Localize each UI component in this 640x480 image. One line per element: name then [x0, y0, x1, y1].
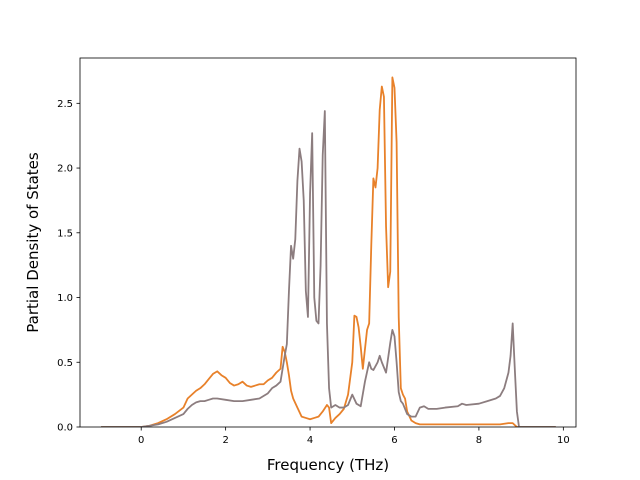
- y-tick-label: 0.5: [57, 358, 73, 369]
- axes-layer: 0 2 4 6 8 10 0.0 0.5 1.0 1.5 2.0 2.5: [57, 57, 577, 446]
- x-tick-label: 4: [307, 435, 313, 446]
- x-tick-label: 6: [391, 435, 397, 446]
- y-tick-label: 1.0: [57, 293, 73, 304]
- y-tick-label: 0.0: [57, 423, 73, 434]
- series-layer: [101, 76, 556, 427]
- series-line-1: [101, 76, 556, 427]
- x-tick-label: 10: [557, 435, 570, 446]
- y-tick-label: 2.0: [57, 164, 73, 175]
- y-axis-label: Partial Density of States: [24, 152, 42, 333]
- plot-frame: [79, 57, 577, 428]
- x-tick-label: 0: [138, 435, 144, 446]
- x-tick-label: 8: [476, 435, 482, 446]
- x-axis-label: Frequency (THz): [267, 456, 389, 474]
- x-tick-label: 2: [222, 435, 228, 446]
- series-line-2: [101, 110, 556, 427]
- y-tick-label: 2.5: [57, 99, 73, 110]
- y-tick-label: 1.5: [57, 228, 73, 239]
